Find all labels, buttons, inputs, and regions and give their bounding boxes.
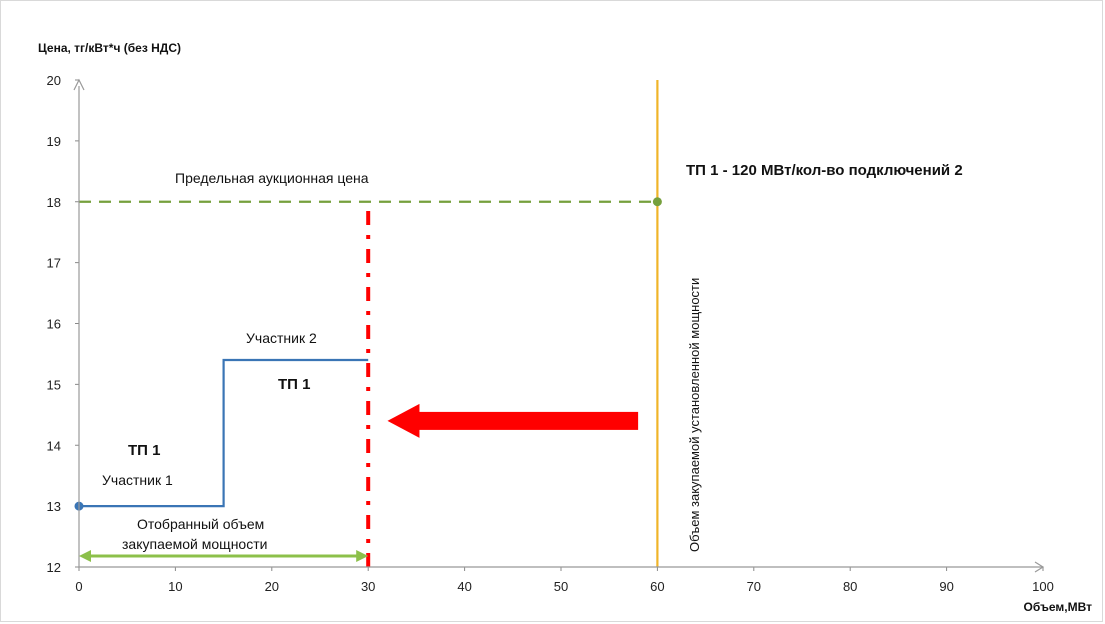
x-tick-label: 40: [457, 579, 471, 594]
x-tick-label: 20: [265, 579, 279, 594]
x-tick-label: 80: [843, 579, 857, 594]
shift-arrow-head: [387, 403, 420, 438]
x-axis-title: Объем,МВт: [1024, 600, 1093, 614]
selected-volume-arrowhead-right: [356, 550, 369, 563]
x-tick-label: 90: [939, 579, 953, 594]
y-tick-label: 12: [47, 560, 61, 575]
participant-1-label: Участник 1: [102, 472, 173, 488]
ticks-layer: 0 10 20 30 40 50 60 70 80 90 100 12 13 14 15 16 17 18 19 20: [47, 73, 1054, 594]
shift-arrow-shaft: [417, 411, 639, 430]
y-tick-label: 17: [47, 256, 61, 271]
x-tick-label: 100: [1032, 579, 1054, 594]
x-tick-label: 0: [75, 579, 82, 594]
annotations-layer: [79, 403, 639, 563]
y-axis-arrowhead: [73, 78, 85, 91]
y-tick-label: 19: [47, 134, 61, 149]
x-tick-label: 50: [554, 579, 568, 594]
installed-capacity-label: Объем закупаемой установленной мощности: [687, 278, 702, 552]
y-tick-label: 20: [47, 73, 61, 88]
y-tick-label: 14: [47, 438, 61, 453]
data-point-2: [652, 197, 662, 207]
series-layer: [74, 80, 662, 567]
x-tick-label: 10: [168, 579, 182, 594]
selected-volume-label-line2: закупаемой мощности: [122, 536, 267, 552]
series-line-1: [79, 358, 369, 508]
x-tick-label: 60: [650, 579, 664, 594]
y-tick-label: 18: [47, 195, 61, 210]
axes-layer: [73, 78, 1045, 573]
y-tick-label: 13: [47, 499, 61, 514]
participant-2-label: Участник 2: [246, 330, 317, 346]
tp1-left-label: ТП 1: [128, 442, 160, 459]
y-axis-title: Цена, тг/кВт*ч (без НДС): [38, 41, 181, 55]
price-cap-label: Предельная аукционная цена: [175, 170, 369, 186]
tp1-right-label: ТП 1: [278, 376, 310, 393]
y-tick-label: 15: [47, 377, 61, 392]
y-tick-label: 16: [47, 317, 61, 332]
x-tick-label: 30: [361, 579, 375, 594]
x-tick-label: 70: [747, 579, 761, 594]
selected-volume-arrowhead-left: [79, 550, 91, 563]
tp-total-label: ТП 1 - 120 МВт/кол-во подключений 2: [686, 162, 963, 179]
selected-volume-label-line1: Отобранный объем: [137, 516, 264, 532]
x-axis-arrowhead: [1034, 561, 1045, 573]
